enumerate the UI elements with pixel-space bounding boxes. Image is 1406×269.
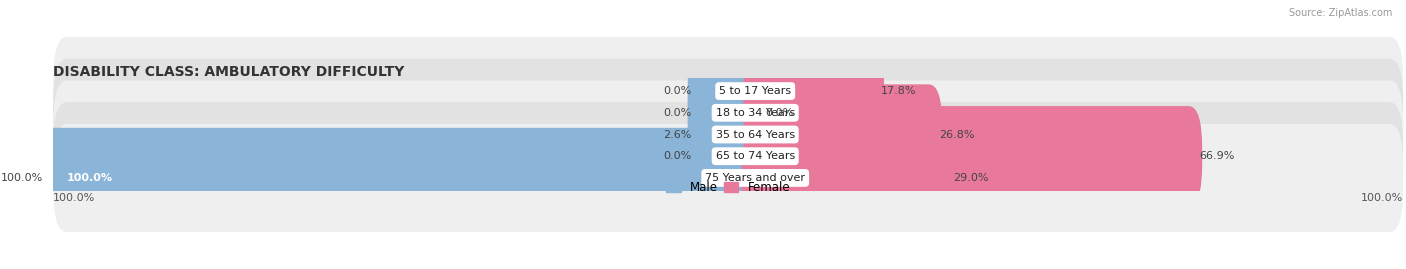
- Text: 0.0%: 0.0%: [662, 108, 692, 118]
- Text: 26.8%: 26.8%: [939, 129, 974, 140]
- Text: 66.9%: 66.9%: [1199, 151, 1234, 161]
- Text: 17.8%: 17.8%: [880, 86, 917, 96]
- Text: 100.0%: 100.0%: [66, 173, 112, 183]
- Text: 100.0%: 100.0%: [1, 173, 44, 183]
- Text: 0.0%: 0.0%: [662, 86, 692, 96]
- FancyBboxPatch shape: [53, 80, 1403, 189]
- FancyBboxPatch shape: [39, 128, 769, 228]
- Text: 0.0%: 0.0%: [765, 108, 793, 118]
- Text: 75 Years and over: 75 Years and over: [706, 173, 806, 183]
- Text: 5 to 17 Years: 5 to 17 Years: [718, 86, 792, 96]
- Text: 35 to 64 Years: 35 to 64 Years: [716, 129, 794, 140]
- Text: 100.0%: 100.0%: [53, 193, 96, 203]
- Text: 2.6%: 2.6%: [662, 129, 692, 140]
- FancyBboxPatch shape: [688, 106, 769, 206]
- FancyBboxPatch shape: [688, 84, 769, 185]
- FancyBboxPatch shape: [53, 37, 1403, 145]
- FancyBboxPatch shape: [742, 128, 956, 228]
- FancyBboxPatch shape: [53, 124, 1403, 232]
- FancyBboxPatch shape: [742, 41, 884, 141]
- Text: DISABILITY CLASS: AMBULATORY DIFFICULTY: DISABILITY CLASS: AMBULATORY DIFFICULTY: [53, 65, 405, 79]
- FancyBboxPatch shape: [742, 63, 769, 163]
- Text: 65 to 74 Years: 65 to 74 Years: [716, 151, 794, 161]
- FancyBboxPatch shape: [688, 41, 769, 141]
- FancyBboxPatch shape: [53, 102, 1403, 210]
- Legend: Male, Female: Male, Female: [662, 176, 794, 199]
- FancyBboxPatch shape: [688, 63, 769, 163]
- Text: 100.0%: 100.0%: [1361, 193, 1403, 203]
- Text: Source: ZipAtlas.com: Source: ZipAtlas.com: [1288, 8, 1392, 18]
- FancyBboxPatch shape: [53, 59, 1403, 167]
- FancyBboxPatch shape: [742, 106, 1202, 206]
- FancyBboxPatch shape: [742, 84, 942, 185]
- Text: 29.0%: 29.0%: [953, 173, 988, 183]
- Text: 0.0%: 0.0%: [662, 151, 692, 161]
- Text: 18 to 34 Years: 18 to 34 Years: [716, 108, 794, 118]
